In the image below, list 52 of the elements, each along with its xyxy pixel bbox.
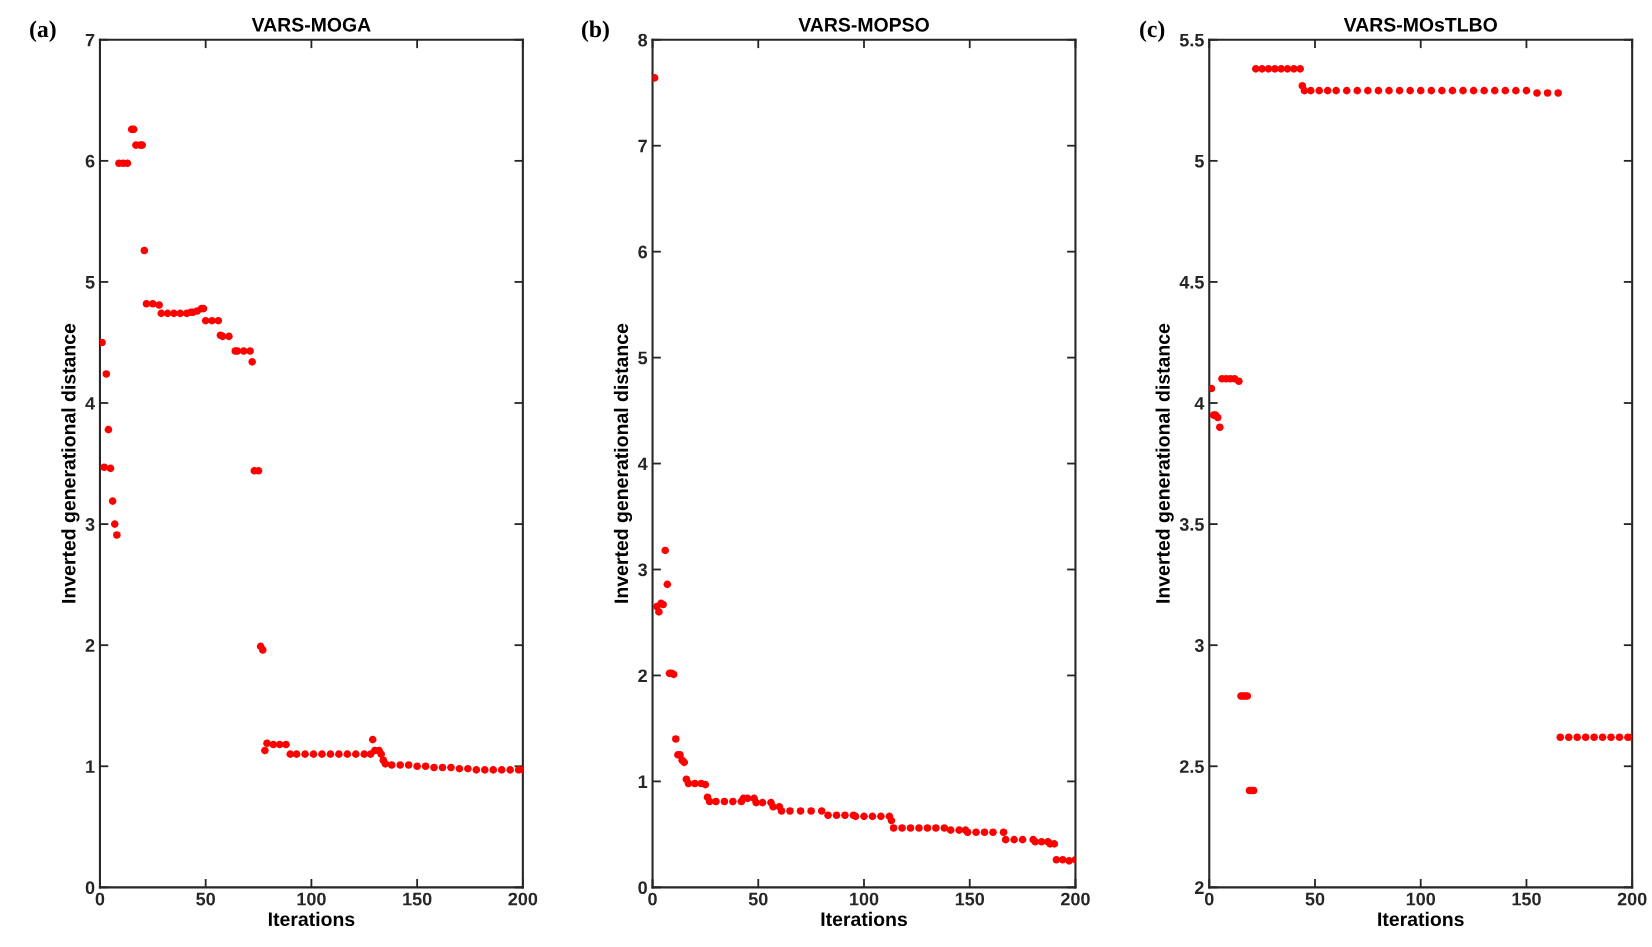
y-tick-label: 3	[85, 518, 95, 531]
x-tick-label: 100	[1406, 892, 1436, 906]
y-tick-label: 2	[638, 669, 647, 682]
y-tick-label: 4	[85, 397, 95, 410]
chart-title: VARS-MOPSO	[798, 17, 929, 32]
y-tick-label: 3.5	[1179, 518, 1204, 531]
y-tick-label: 6	[85, 154, 95, 168]
x-tick-label: 200	[1617, 892, 1647, 906]
y-tick-label: 6	[638, 245, 648, 259]
y-tick-label: 5	[638, 351, 648, 365]
x-tick-label: 50	[1305, 892, 1325, 906]
x-axis-title: Iterations	[1378, 911, 1464, 927]
x-tick-label: 100	[297, 892, 326, 906]
y-axis-title: Inverted generational distance	[613, 323, 633, 603]
x-tick-label: 200	[1061, 892, 1090, 906]
y-axis-title: Inverted generational distance	[1155, 323, 1174, 603]
x-tick-label: 0	[648, 892, 657, 906]
y-tick-label: 2	[85, 639, 95, 652]
x-tick-label: 150	[955, 892, 985, 906]
y-tick-label: 4	[637, 457, 648, 471]
x-tick-label: 100	[850, 892, 879, 906]
y-tick-label: 8	[638, 33, 648, 47]
y-tick-label: 0	[638, 881, 647, 895]
x-tick-label: 0	[95, 892, 105, 906]
y-tick-label: 7	[638, 139, 647, 153]
y-tick-label: 2	[1194, 881, 1204, 894]
x-tick-label: 50	[196, 892, 215, 906]
y-tick-label: 1	[638, 775, 648, 788]
chart-title: VARS-MOsTLBO	[1343, 17, 1497, 32]
x-tick-label: 200	[508, 892, 538, 906]
x-axis-title: Iterations	[821, 911, 907, 927]
text: (c)	[1140, 20, 1165, 42]
text: (b)	[582, 20, 609, 42]
y-axis-title: Inverted generational distance	[61, 323, 80, 603]
y-tick-label: 4	[1194, 397, 1205, 410]
text: (a)	[30, 20, 56, 42]
y-tick-label: 3	[638, 563, 648, 577]
y-tick-label: 1	[86, 760, 95, 773]
y-tick-label: 3	[1194, 639, 1204, 652]
x-tick-label: 50	[748, 892, 768, 906]
y-tick-label: 4.5	[1179, 276, 1204, 289]
y-tick-label: 2.5	[1179, 760, 1204, 773]
x-tick-label: 150	[403, 892, 432, 906]
y-tick-label: 5.5	[1179, 33, 1204, 47]
x-tick-label: 0	[1204, 892, 1214, 906]
y-tick-label: 0	[85, 881, 95, 895]
y-tick-label: 7	[85, 33, 95, 47]
x-tick-label: 150	[1512, 892, 1541, 906]
y-tick-label: 5	[85, 276, 95, 289]
y-tick-label: 5	[1194, 154, 1204, 168]
chart-title: VARS-MOGA	[251, 17, 371, 32]
x-axis-title: Iterations	[268, 911, 355, 927]
